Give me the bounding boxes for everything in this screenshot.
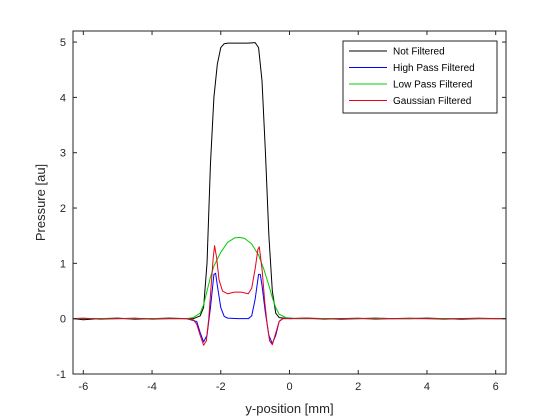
series-line-2	[73, 236, 506, 320]
legend-entry-label: Not Filtered	[393, 47, 445, 58]
x-axis-label: y-position [mm]	[245, 401, 333, 416]
x-tick-label: 0	[286, 381, 292, 393]
y-axis-label: Pressure [au]	[33, 164, 48, 241]
x-tick-label: 2	[355, 381, 361, 393]
x-tick-label: 6	[493, 381, 499, 393]
legend-entry-label: Gaussian Filtered	[393, 96, 471, 107]
y-tick-label: 3	[60, 148, 66, 160]
legend: Not Filtered High Pass Filtered Low Pass F…	[342, 40, 498, 114]
legend-entry-label: Low Pass Filtered	[393, 80, 472, 91]
y-tick-label: 5	[60, 37, 66, 49]
y-tick-label: 4	[60, 92, 66, 104]
y-tick-label: -1	[56, 369, 66, 381]
x-tick-label: 4	[424, 381, 430, 393]
legend-entry-label: High Pass Filtered	[393, 63, 475, 74]
y-tick-label: 2	[60, 203, 66, 215]
y-tick-label: 1	[60, 258, 66, 270]
y-tick-label: 0	[60, 314, 66, 326]
x-tick-label: -2	[216, 381, 226, 393]
axes: -6 -4 -2 0 2 4 6 -1 0 1 2 3 4 5	[56, 30, 507, 393]
plot-area	[73, 42, 506, 346]
x-tick-label: -4	[147, 381, 157, 393]
x-tick-label: -6	[78, 381, 88, 393]
series-line-3	[73, 245, 506, 346]
